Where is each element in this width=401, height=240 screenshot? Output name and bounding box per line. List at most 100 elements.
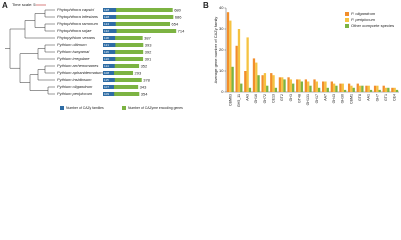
bar [324,81,327,92]
bar [261,75,264,92]
value-label: 119 [104,50,109,54]
bar [326,87,329,92]
panel-label: B [203,1,209,10]
bar [255,62,258,92]
bar [309,85,312,92]
bar [322,81,325,92]
bar [103,50,144,54]
value-label: 343 [140,84,147,89]
legend-swatch [345,18,349,22]
value-label: 120 [104,57,109,61]
x-tick-label: GH72 [263,94,267,103]
bar [339,83,342,92]
bar [281,77,284,92]
value-label: 128 [104,15,109,19]
x-tick-label: CBM63 [228,94,232,106]
value-label: 132 [104,29,109,33]
bar [341,83,344,92]
bar [257,75,260,92]
bar [103,8,173,12]
bar [330,81,333,92]
bar [356,83,359,92]
bar [358,85,362,92]
bar [103,29,117,33]
species-label: Pythium iwayamai [57,49,89,54]
bar [103,71,115,75]
legend-swatch [60,106,64,110]
bar [235,45,238,92]
bar [263,73,267,92]
legend-swatch [345,12,349,16]
bar [103,29,177,33]
bar [395,89,399,92]
bar [296,79,299,92]
bar [373,85,377,92]
x-tick-label: GH17 [315,94,319,103]
value-label: 293 [135,70,142,75]
bar [248,87,252,92]
species-label: Phytophthora capsici [57,7,94,12]
x-tick-label: GT2 [280,94,284,101]
bar [252,58,256,92]
value-label: 124 [104,22,109,26]
bar [266,85,269,92]
species-label: Pythium aphanidermatum [57,70,103,75]
bar [343,89,347,92]
x-tick-label: GH30 [341,94,345,103]
value-label: 121 [104,43,109,47]
x-tick-label: CBM1 [349,94,353,104]
y-tick-label: 20 [219,47,224,52]
bar [272,75,275,92]
bar [229,20,232,93]
value-label: 354 [141,91,148,96]
y-tick-label: 10 [219,68,224,73]
bar [240,83,243,92]
bar [237,29,241,92]
value-label: 680 [174,7,181,12]
value-label: 391 [145,56,152,61]
value-label: 686 [175,14,182,19]
bar [103,36,116,40]
value-label: 114 [104,64,109,68]
value-label: 714 [178,28,185,33]
species-label: Pythium ultimum [57,42,87,47]
species-label: Phytophthora infestans [57,14,98,19]
species-label: Pythium insidiosum [57,77,92,82]
species-label: Phytophthora sojae [57,28,92,33]
bar [378,89,381,92]
bar [369,89,373,92]
x-tick-label: CE4 [393,94,397,101]
species-label: Pythium oligandrum [57,84,93,89]
species-label: Phytophthora ramorum [57,21,99,26]
bar [283,79,286,92]
bar [361,85,364,92]
legend-label: P. periplocum [351,17,376,22]
bar [103,85,139,89]
bar [103,22,116,26]
bar [393,87,396,92]
bar [231,66,234,92]
value-label: 387 [144,35,151,40]
bar [103,92,115,96]
bar [103,36,143,40]
x-tick-label: GT8 [358,94,362,101]
bar [246,37,249,92]
bar [382,85,385,92]
bar [103,78,142,82]
bar [292,83,295,92]
x-tick-label: CE13 [272,94,276,103]
x-tick-label: GH3 [289,94,293,101]
value-label: 115 [104,78,109,82]
value-label: 393 [145,42,152,47]
bar [103,64,140,68]
value-label: 392 [145,49,152,54]
bar [270,73,273,92]
y-axis-label: Average gene number of CAZy family [213,17,218,84]
bar [103,43,116,47]
species-label: Pythium irregulare [57,56,90,61]
bar [350,85,353,92]
bar [367,85,370,92]
value-label: 128 [104,8,109,12]
bar [298,79,301,92]
legend-label: Number of CAZyme encoding genes [128,106,183,110]
